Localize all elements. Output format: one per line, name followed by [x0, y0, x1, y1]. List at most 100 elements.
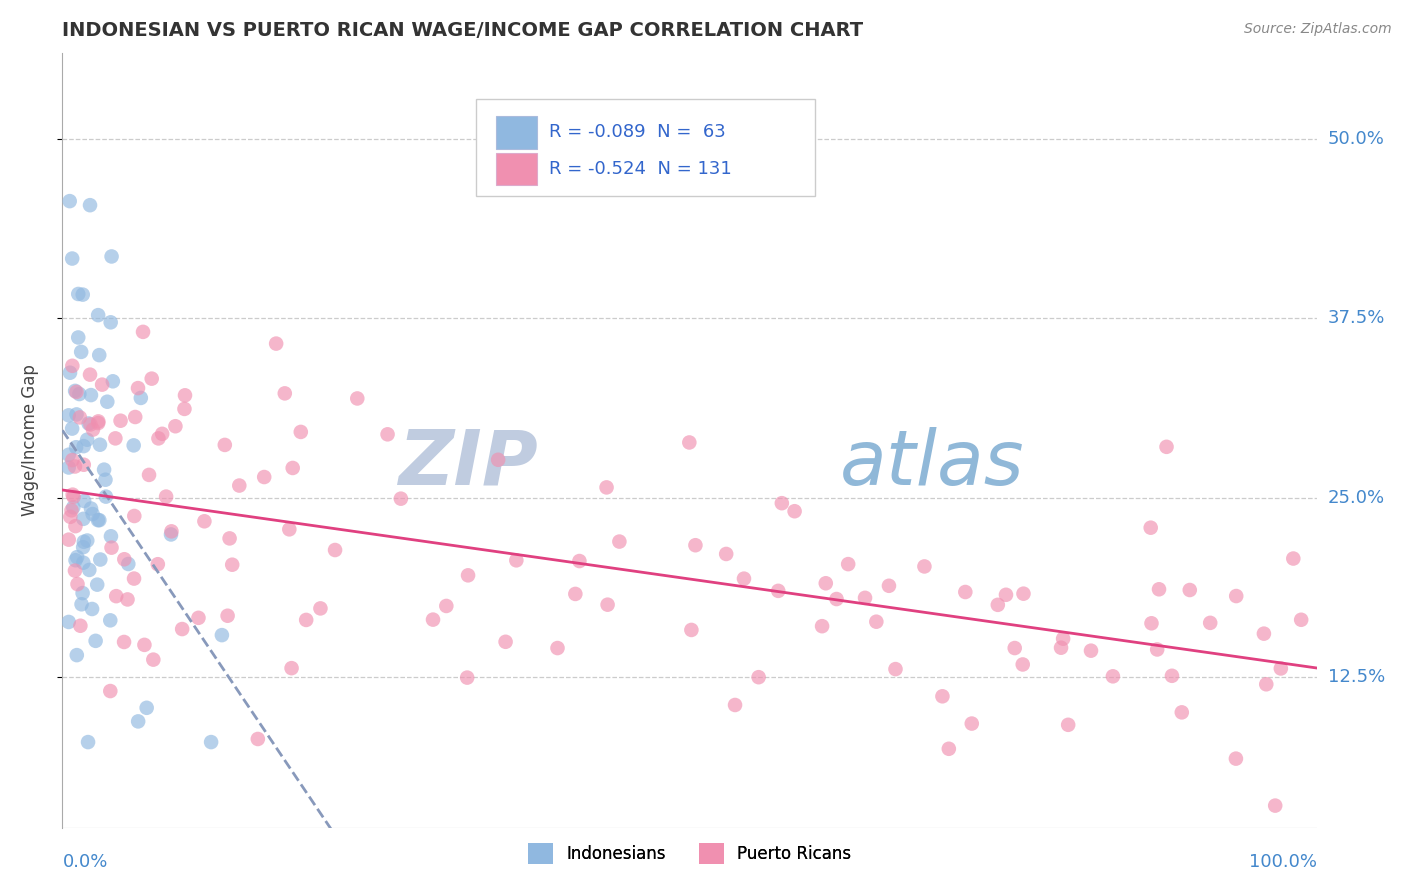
Point: [884, 662, 907, 676]
Point: [1256, 677, 1278, 691]
Point: [79, 198, 101, 212]
Point: [148, 431, 170, 445]
Point: [76, 433, 98, 447]
Point: [89, 348, 111, 362]
Point: [65, 519, 87, 533]
Point: [60, 421, 83, 435]
Point: [124, 508, 146, 523]
Point: [264, 336, 287, 351]
Point: [63, 459, 86, 474]
Point: [80, 388, 103, 402]
Point: [1080, 643, 1102, 657]
Point: [877, 579, 900, 593]
Point: [160, 527, 183, 541]
Point: [150, 426, 173, 441]
Point: [173, 401, 195, 416]
Point: [681, 623, 703, 637]
Point: [309, 601, 332, 615]
Point: [770, 496, 793, 510]
Point: [100, 541, 122, 555]
Point: [79, 563, 101, 577]
Point: [280, 661, 302, 675]
Point: [346, 392, 368, 406]
Point: [1102, 669, 1125, 683]
Point: [89, 513, 111, 527]
Point: [733, 572, 755, 586]
Point: [456, 671, 478, 685]
Point: [122, 572, 145, 586]
Point: [1199, 615, 1222, 630]
Point: [112, 552, 135, 566]
Point: [77, 735, 100, 749]
Point: [1139, 521, 1161, 535]
Point: [66, 550, 89, 565]
Point: [505, 553, 527, 567]
Point: [1012, 587, 1035, 601]
Point: [155, 490, 177, 504]
Point: [65, 553, 87, 567]
Point: [72, 512, 94, 526]
Point: [768, 583, 790, 598]
Point: [124, 409, 146, 424]
Point: [1050, 640, 1073, 655]
Text: ZIP: ZIP: [399, 426, 538, 500]
Point: [65, 408, 87, 422]
Point: [65, 384, 87, 399]
Text: R = -0.524  N = 131: R = -0.524 N = 131: [550, 160, 733, 178]
Point: [66, 577, 89, 591]
Point: [1289, 613, 1312, 627]
Point: [486, 452, 509, 467]
Point: [1161, 669, 1184, 683]
Point: [60, 453, 83, 467]
Point: [110, 414, 132, 428]
Point: [76, 533, 98, 548]
Point: [564, 587, 586, 601]
Point: [1146, 642, 1168, 657]
Point: [100, 250, 122, 264]
Text: 12.5%: 12.5%: [1327, 668, 1385, 687]
Point: [67, 330, 90, 344]
Point: [84, 633, 107, 648]
Point: [1178, 582, 1201, 597]
Point: [104, 431, 127, 445]
Point: [69, 619, 91, 633]
Point: [200, 735, 222, 749]
Point: [91, 377, 114, 392]
Point: [70, 597, 93, 611]
Point: [127, 714, 149, 729]
Point: [100, 529, 122, 543]
Point: [274, 386, 297, 401]
Point: [960, 716, 983, 731]
Point: [122, 438, 145, 452]
Point: [1011, 657, 1033, 672]
Point: [187, 611, 209, 625]
Point: [63, 384, 86, 398]
Point: [323, 543, 346, 558]
Point: [377, 427, 399, 442]
Point: [146, 558, 169, 572]
Point: [73, 534, 96, 549]
Point: [678, 435, 700, 450]
Point: [422, 613, 444, 627]
Point: [278, 522, 301, 536]
Point: [994, 588, 1017, 602]
Point: [72, 540, 94, 554]
Point: [60, 252, 83, 266]
Point: [457, 568, 479, 582]
Point: [596, 598, 619, 612]
Point: [389, 491, 412, 506]
Point: [1171, 706, 1194, 720]
Point: [211, 628, 233, 642]
Point: [58, 448, 80, 462]
Text: atlas: atlas: [839, 426, 1025, 500]
Point: [98, 684, 121, 698]
Point: [87, 308, 110, 322]
Point: [117, 557, 139, 571]
Point: [70, 345, 93, 359]
Point: [165, 419, 187, 434]
Point: [1225, 589, 1247, 603]
Point: [142, 652, 165, 666]
Point: [853, 591, 876, 605]
Point: [135, 701, 157, 715]
Point: [1052, 632, 1074, 646]
